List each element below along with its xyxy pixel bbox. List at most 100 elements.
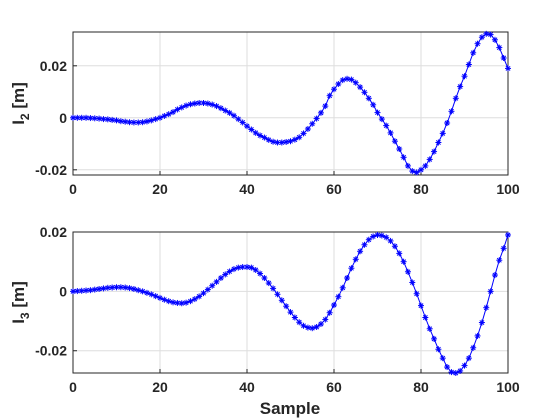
data-point: [335, 293, 342, 300]
data-point: [505, 231, 511, 238]
data-point: [391, 138, 398, 145]
data-point: [87, 287, 94, 294]
data-point: [352, 256, 359, 263]
data-point: [230, 112, 237, 119]
data-point: [344, 275, 351, 282]
y-axis-label-subscript: 2: [18, 113, 32, 120]
y-tick-label: 0.02: [40, 58, 67, 74]
data-point: [165, 111, 172, 118]
y-tick-label: 0: [59, 110, 67, 126]
data-point: [483, 30, 490, 37]
data-point: [470, 49, 477, 56]
data-point: [122, 284, 129, 291]
y-axis-label: I3 [m]: [9, 281, 32, 324]
y-tick-label: -0.02: [35, 343, 67, 359]
data-point: [413, 290, 420, 297]
data-point: [404, 268, 411, 275]
data-point: [126, 285, 133, 292]
data-point: [213, 103, 220, 110]
data-point: [400, 154, 407, 161]
data-point: [248, 264, 255, 271]
data-point: [291, 314, 298, 321]
data-point: [174, 106, 181, 113]
data-point: [139, 119, 146, 126]
data-point: [74, 288, 81, 295]
data-point: [396, 146, 403, 152]
data-point: [439, 355, 446, 362]
data-point: [270, 285, 277, 292]
data-point: [400, 258, 407, 265]
data-point: [274, 139, 281, 146]
data-point: [431, 335, 438, 342]
y-tick-label: 0.02: [40, 224, 67, 240]
data-point: [470, 344, 477, 351]
data-point: [326, 92, 333, 99]
data-point: [209, 282, 216, 289]
data-point: [304, 125, 311, 132]
data-point: [265, 280, 272, 287]
data-point: [204, 100, 211, 107]
data-point: [474, 332, 481, 339]
data-point: [439, 130, 446, 137]
data-point: [487, 31, 494, 38]
plot-frame: [72, 31, 509, 176]
data-point: [465, 355, 472, 362]
x-tick-label: 20: [152, 379, 168, 395]
data-point: [339, 284, 346, 291]
data-point: [418, 302, 424, 309]
data-point: [183, 102, 190, 109]
y-axis-label-unit: [m]: [9, 281, 28, 312]
data-point: [257, 132, 264, 139]
data-point: [274, 291, 281, 298]
data-point: [217, 105, 224, 112]
data-point: [435, 139, 442, 146]
data-point: [170, 299, 177, 306]
x-tick-label: 60: [326, 181, 342, 197]
data-point: [204, 286, 211, 293]
data-point: [383, 234, 390, 241]
data-point: [374, 231, 381, 238]
data-point: [109, 284, 116, 291]
data-point: [113, 117, 120, 124]
data-point: [122, 118, 129, 125]
data-point: [431, 148, 438, 155]
y-axis-label-subscript: 3: [18, 312, 32, 319]
data-point: [187, 298, 194, 305]
data-point: [200, 290, 207, 297]
data-point: [413, 169, 420, 176]
data-point: [104, 116, 111, 123]
data-point: [261, 275, 268, 282]
data-point: [418, 166, 424, 173]
x-tick-label: 100: [496, 181, 520, 197]
data-point: [135, 287, 142, 294]
plot-frame: [72, 231, 509, 374]
data-point: [317, 109, 324, 116]
data-point: [183, 299, 190, 306]
data-point: [435, 346, 442, 353]
data-point: [339, 77, 346, 84]
series-line: [73, 33, 509, 173]
data-point: [396, 250, 403, 257]
data-point: [196, 99, 203, 106]
y-tick-label: 0: [59, 283, 67, 299]
data-point: [174, 299, 181, 306]
data-point: [222, 107, 229, 114]
x-tick-label: 80: [413, 181, 429, 197]
data-point: [335, 81, 342, 87]
data-point: [257, 270, 264, 277]
data-point: [465, 61, 472, 68]
data-point: [170, 109, 177, 116]
data-point: [296, 134, 303, 141]
y-axis-label-main: I: [9, 120, 28, 125]
data-point: [283, 138, 290, 145]
data-point: [365, 236, 372, 243]
data-point: [248, 126, 255, 133]
data-point: [426, 156, 433, 163]
data-point: [109, 116, 116, 123]
data-point: [483, 304, 490, 311]
series-line: [72, 234, 509, 374]
data-point: [261, 134, 268, 141]
data-point: [270, 138, 277, 145]
data-point: [452, 95, 459, 102]
data-point: [426, 325, 433, 332]
